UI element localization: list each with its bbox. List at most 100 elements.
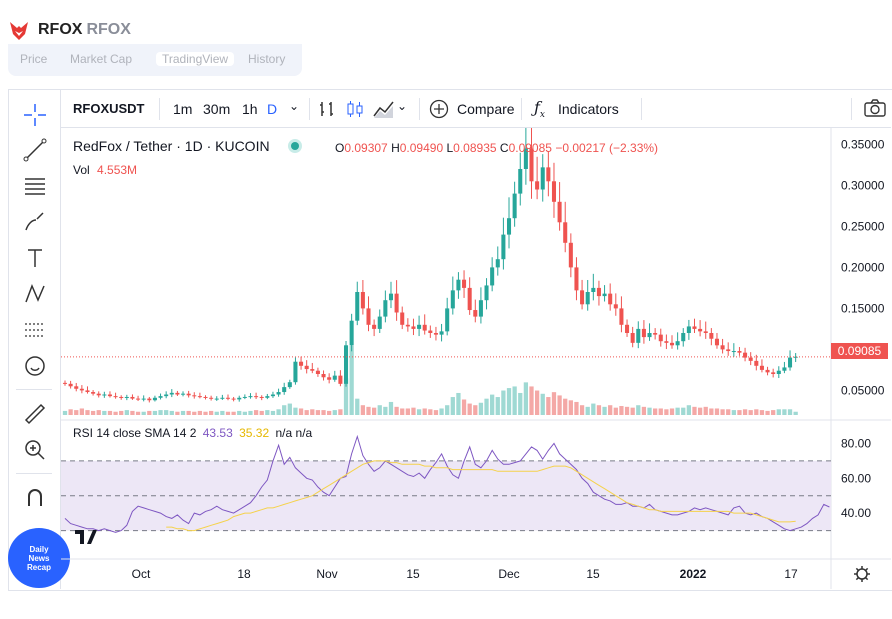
volume-bar	[366, 406, 371, 415]
tab-market-cap[interactable]: Market Cap	[70, 52, 133, 66]
candle-body	[417, 324, 422, 329]
tab-price[interactable]: Price	[20, 52, 48, 66]
volume-bar	[748, 410, 753, 415]
daily-news-recap-badge[interactable]: Daily News Recap	[8, 528, 70, 588]
volume-bar	[450, 397, 455, 415]
candle-body	[602, 293, 607, 297]
candle-body	[490, 267, 495, 286]
rsi-tick-label: 60.00	[841, 471, 871, 485]
candle-body	[495, 259, 500, 268]
volume-bar	[534, 390, 540, 415]
volume-bar	[591, 403, 596, 415]
chart-canvas[interactable]: 0.350000.300000.250000.200000.150000.100…	[61, 128, 891, 589]
gear-tooth	[865, 577, 869, 581]
vol-value: 4.553M	[97, 163, 138, 177]
gear-ring	[856, 568, 868, 580]
chevron-down-icon[interactable]: ⌄	[397, 99, 408, 113]
volume-bar	[669, 408, 675, 415]
volume-bar	[270, 410, 276, 415]
forecast-icon[interactable]	[22, 317, 48, 343]
interval-30m[interactable]: 30m	[203, 101, 231, 117]
toolbar-divider	[419, 98, 420, 120]
candle-body	[557, 201, 562, 223]
volume-bar	[130, 410, 135, 415]
candle-body	[445, 308, 450, 332]
volume-bar	[265, 410, 270, 415]
candle-body	[214, 398, 219, 400]
toolbar-divider	[641, 98, 642, 120]
volume-bar	[422, 408, 427, 415]
bar-type-icon[interactable]	[317, 99, 337, 119]
rsi-legend: RSI 14 close SMA 14 2 43.53 35.32 n/a n/…	[73, 426, 312, 440]
candle-body	[136, 398, 141, 400]
candle-body	[394, 293, 399, 313]
gear-tooth	[865, 567, 869, 571]
camera-icon[interactable]	[863, 98, 887, 118]
volume-bar	[220, 410, 225, 415]
volume-bar	[85, 410, 90, 415]
volume-bar	[248, 410, 253, 415]
compare-button[interactable]: Compare	[457, 101, 515, 117]
volume-bar	[197, 410, 203, 415]
area-chart-icon[interactable]	[373, 99, 395, 119]
candle-body	[79, 388, 84, 391]
pattern-icon[interactable]	[22, 281, 48, 307]
candle-body	[782, 367, 787, 371]
volume-bar	[737, 410, 742, 415]
volume-bar	[641, 406, 647, 415]
volume-bar	[692, 406, 697, 415]
volume-bar	[529, 386, 534, 415]
price-tick-label: 0.35000	[841, 137, 885, 151]
ohlc-h-label: H	[391, 141, 400, 155]
volume-bar	[102, 410, 107, 415]
candle-body	[551, 181, 557, 202]
volume-bar	[490, 394, 495, 415]
volume-bar	[152, 410, 158, 415]
candle-body	[518, 169, 523, 194]
text-icon[interactable]	[22, 245, 48, 271]
candle-body	[433, 333, 438, 335]
volume-bar	[787, 409, 793, 415]
volume-bar	[310, 409, 315, 415]
interval-1h[interactable]: 1h	[242, 101, 258, 117]
magnet-icon[interactable]	[22, 485, 48, 511]
volume-bar	[703, 406, 708, 415]
rsi-na: n/a	[275, 426, 293, 440]
zoom-in-icon[interactable]	[22, 437, 48, 463]
candle-body	[203, 396, 208, 398]
candle-body	[310, 369, 315, 371]
rsi-pane	[61, 434, 831, 533]
indicators-fx-icon[interactable]: ƒx	[534, 98, 545, 121]
tab-tradingview[interactable]: TradingView	[156, 52, 235, 66]
candle-body	[259, 396, 264, 398]
volume-bar	[259, 410, 264, 415]
interval-1m[interactable]: 1m	[173, 101, 193, 117]
candle-body	[462, 279, 467, 288]
emoji-icon[interactable]	[22, 353, 48, 379]
symbol-search[interactable]: RFOXUSDT	[73, 101, 145, 116]
crosshair-icon[interactable]	[22, 102, 48, 128]
rsi-na: n/a	[295, 426, 313, 440]
volume-bar	[237, 410, 242, 415]
candle-body	[225, 397, 231, 399]
candle-body	[574, 267, 579, 291]
candle-body	[450, 290, 455, 309]
fib-icon[interactable]	[22, 173, 48, 199]
toolbar-divider	[851, 98, 852, 120]
volume-bar	[579, 405, 585, 415]
candle-body	[164, 394, 169, 397]
volume-bar	[175, 411, 180, 415]
candle-body	[130, 396, 135, 399]
candles-icon[interactable]	[345, 99, 365, 119]
interval-d[interactable]: D	[267, 101, 278, 117]
volume-bar	[456, 392, 461, 415]
brush-icon[interactable]	[22, 209, 48, 235]
tab-history[interactable]: History	[248, 52, 286, 66]
coin-subnav: Price Market Cap TradingView History	[8, 44, 302, 76]
time-tick-label: Nov	[316, 567, 337, 581]
trendline-icon[interactable]	[22, 137, 48, 163]
compare-plus-icon[interactable]	[429, 99, 449, 119]
indicators-button[interactable]: Indicators	[558, 101, 619, 117]
ruler-icon[interactable]	[22, 401, 48, 427]
chevron-down-icon[interactable]: ⌄	[289, 99, 300, 113]
